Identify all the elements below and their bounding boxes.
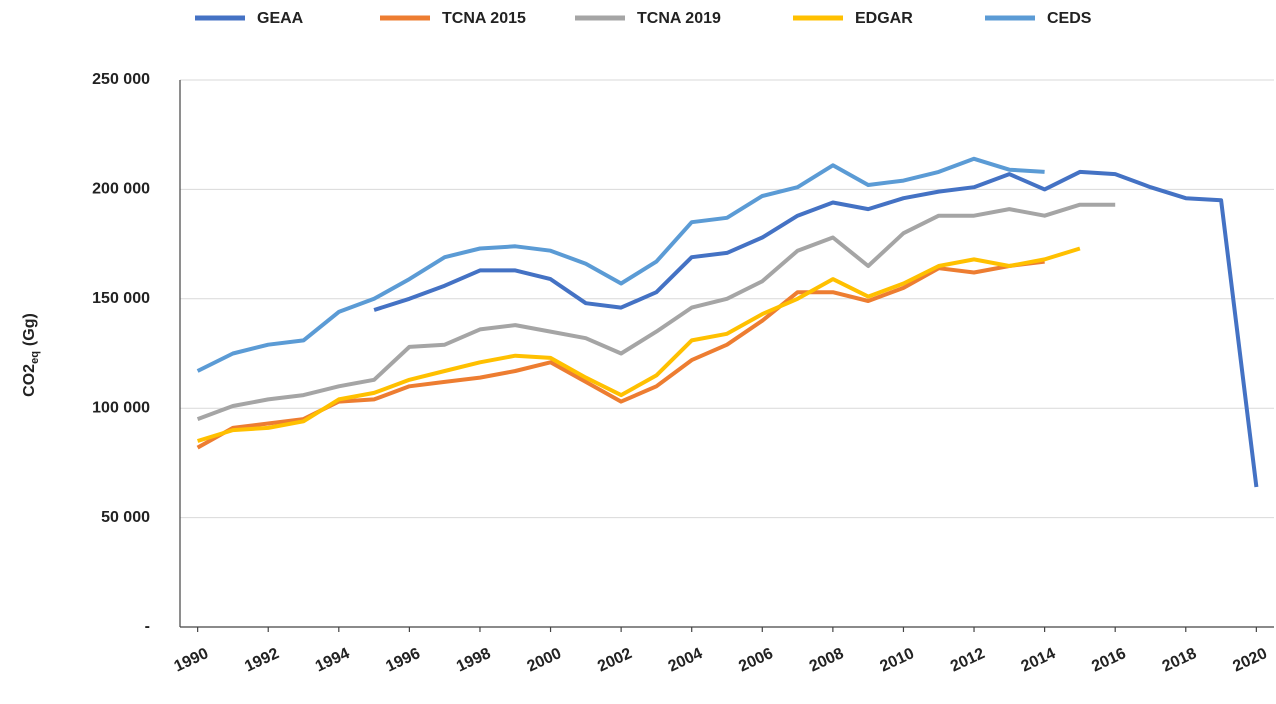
y-tick-label: - <box>145 618 150 635</box>
y-label-main: CO2 <box>21 364 38 397</box>
x-tick-label: 2020 <box>1230 645 1270 676</box>
series-line <box>196 202 1116 421</box>
y-tick-label: 250 000 <box>92 71 150 88</box>
series-line <box>196 156 1045 373</box>
x-tick-label: 2018 <box>1160 645 1200 676</box>
y-tick-label: 200 000 <box>92 181 150 198</box>
y-tick-label: 50 000 <box>101 509 150 526</box>
y-label-unit: (Gg) <box>21 313 38 346</box>
legend-label: TCNA 2019 <box>637 10 721 27</box>
legend-label: GEAA <box>257 10 304 27</box>
x-tick-label: 1996 <box>383 645 423 676</box>
x-tick-label: 1998 <box>454 645 494 676</box>
x-tick-label: 2008 <box>807 645 847 676</box>
x-tick-label: 2014 <box>1019 645 1059 676</box>
legend-label: CEDS <box>1047 10 1092 27</box>
x-tick-label: 1990 <box>172 645 212 676</box>
x-tick-label: 2000 <box>525 645 565 676</box>
x-tick-label: 1994 <box>313 645 353 676</box>
y-label-sub: eq <box>29 351 41 364</box>
x-tick-label: 2004 <box>666 645 706 676</box>
x-tick-label: 2016 <box>1089 645 1129 676</box>
y-tick-label: 100 000 <box>92 399 150 416</box>
x-tick-label: 2010 <box>877 645 917 676</box>
series-line <box>197 246 1081 443</box>
legend-label: TCNA 2015 <box>442 10 526 27</box>
series-line <box>373 169 1259 488</box>
y-axis-label: CO2eq (Gg) <box>21 313 41 397</box>
x-tick-label: 2006 <box>736 645 776 676</box>
x-tick-label: 2002 <box>595 645 635 676</box>
x-tick-label: 1992 <box>242 645 282 676</box>
x-tick-label: 2012 <box>948 645 988 676</box>
legend-label: EDGAR <box>855 10 913 27</box>
y-tick-label: 150 000 <box>92 290 150 307</box>
